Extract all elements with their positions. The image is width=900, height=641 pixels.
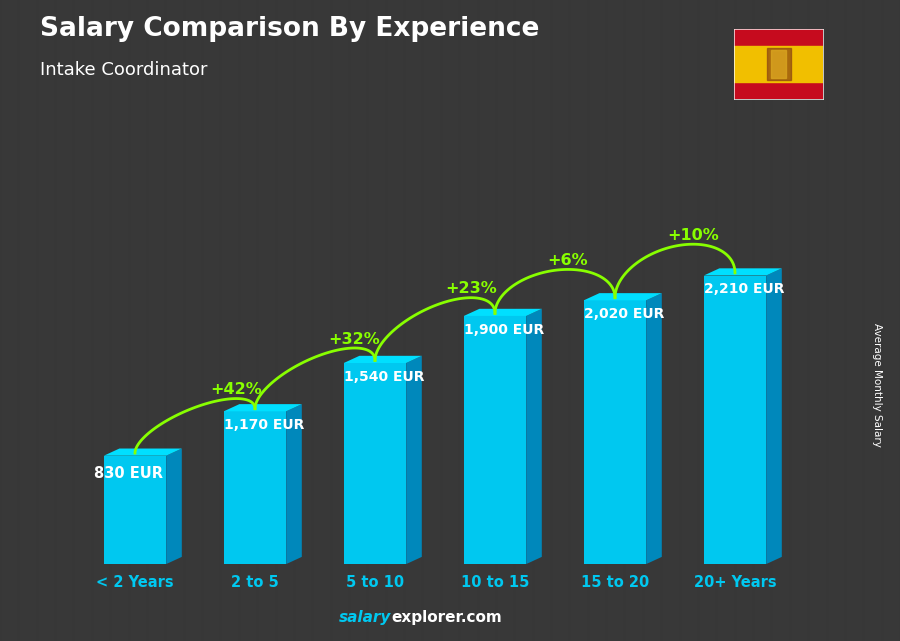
Text: Intake Coordinator: Intake Coordinator [40,61,208,79]
Text: 1,900 EUR: 1,900 EUR [464,322,544,337]
Polygon shape [526,309,542,564]
Bar [464,316,526,564]
Bar [224,412,286,564]
Text: +42%: +42% [210,382,262,397]
Polygon shape [224,404,302,412]
Polygon shape [286,404,302,564]
Text: 2,020 EUR: 2,020 EUR [584,307,665,321]
Bar [584,301,646,564]
Polygon shape [704,269,782,276]
Text: salary: salary [339,610,392,625]
Polygon shape [464,309,542,316]
Polygon shape [344,356,422,363]
Bar [734,46,824,81]
Bar [767,48,790,80]
Text: explorer.com: explorer.com [392,610,502,625]
Text: +32%: +32% [328,331,380,347]
Polygon shape [584,293,662,301]
Text: 1,540 EUR: 1,540 EUR [345,369,425,383]
Text: +6%: +6% [547,253,588,268]
Text: 1,170 EUR: 1,170 EUR [224,418,305,432]
Text: +10%: +10% [667,228,719,243]
Text: +23%: +23% [446,281,497,296]
Text: Average Monthly Salary: Average Monthly Salary [872,322,883,447]
Bar [104,456,166,564]
Bar [771,50,786,78]
Text: 830 EUR: 830 EUR [94,466,164,481]
Polygon shape [104,449,182,456]
Polygon shape [766,269,782,564]
Bar [704,276,766,564]
Text: Salary Comparison By Experience: Salary Comparison By Experience [40,16,540,42]
Bar [344,363,406,564]
Polygon shape [646,293,662,564]
Text: 2,210 EUR: 2,210 EUR [705,282,785,296]
Polygon shape [406,356,422,564]
Polygon shape [166,449,182,564]
